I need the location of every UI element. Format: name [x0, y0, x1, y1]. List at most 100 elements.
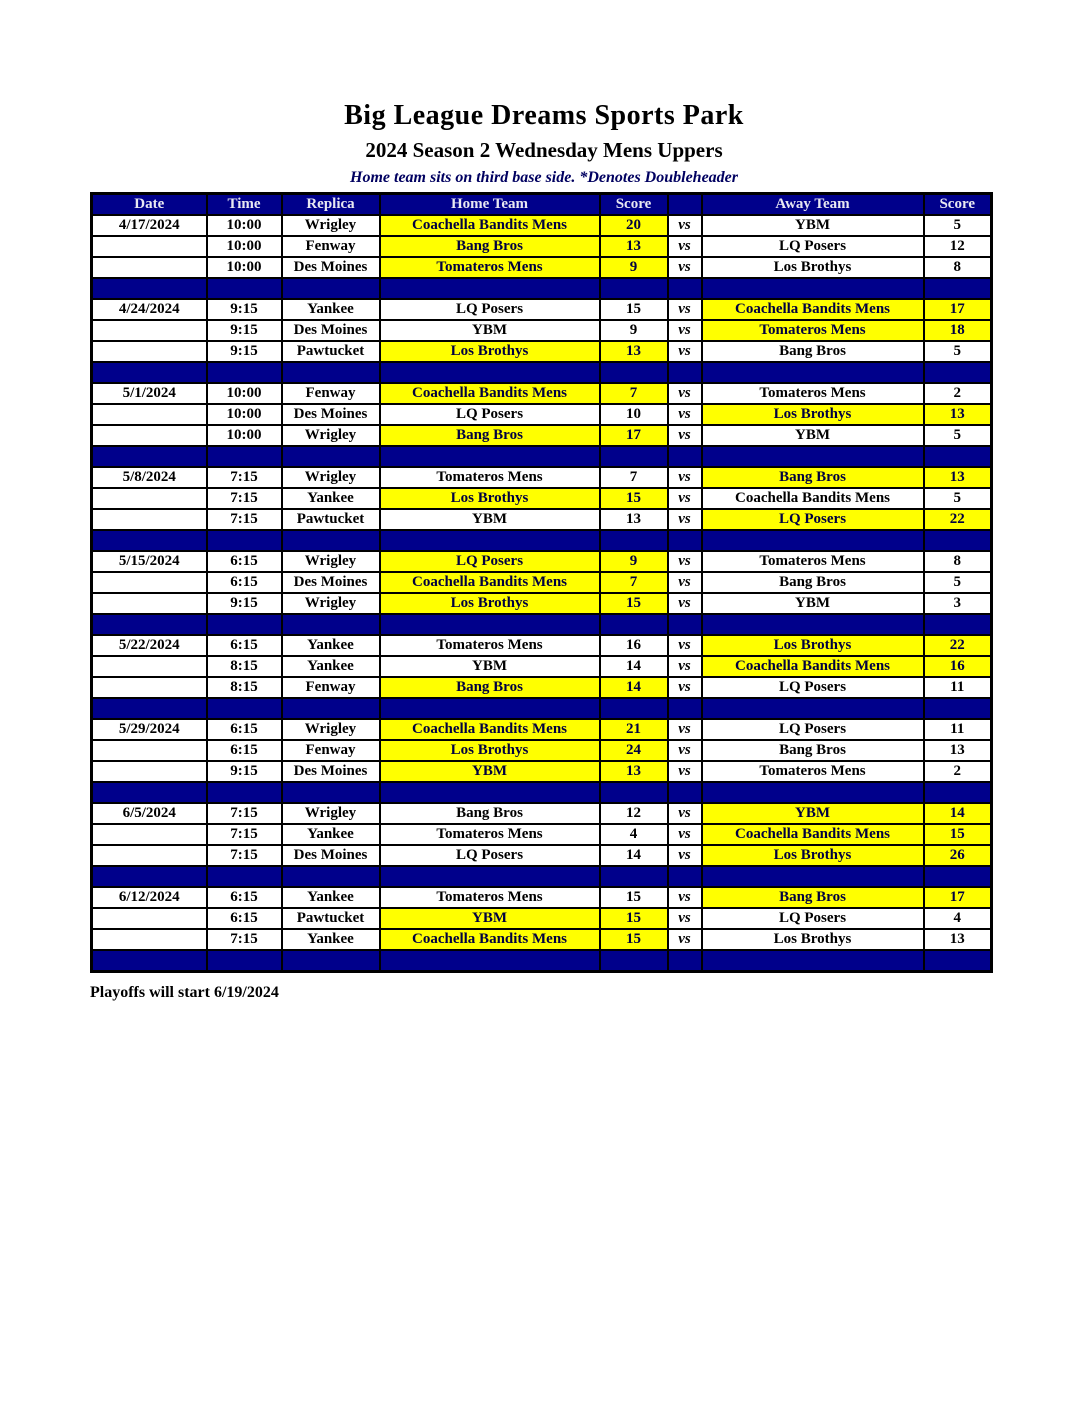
spacer-cell	[666, 361, 703, 384]
time-cell: 6:15	[205, 550, 283, 573]
date-cell	[90, 760, 208, 783]
away-score-cell: 13	[922, 739, 993, 762]
time-cell: 7:15	[205, 487, 283, 510]
date-cell	[90, 403, 208, 426]
spacer-cell	[922, 277, 993, 300]
away-team-cell: LQ Posers	[700, 676, 925, 699]
spacer-cell	[922, 781, 993, 804]
time-cell: 6:15	[205, 739, 283, 762]
spacer-cell	[90, 781, 208, 804]
home-score-cell: 13	[598, 235, 669, 258]
time-cell: 10:00	[205, 235, 283, 258]
home-score-cell: 4	[598, 823, 669, 846]
away-team-cell: YBM	[700, 802, 925, 825]
time-cell: 10:00	[205, 403, 283, 426]
time-cell: 9:15	[205, 592, 283, 615]
away-team-cell: Tomateros Mens	[700, 319, 925, 342]
spacer-cell	[598, 949, 669, 973]
home-team-cell: Coachella Bandits Mens	[378, 571, 601, 594]
replica-cell: Des Moines	[280, 319, 381, 342]
week-spacer-row	[90, 361, 993, 384]
replica-cell: Yankee	[280, 823, 381, 846]
replica-cell: Yankee	[280, 634, 381, 657]
game-row: 10:00 Des Moines LQ Posers 10 vs Los Brothys 1…	[90, 403, 993, 426]
game-row: 7:15 Des Moines LQ Posers 14 vs Los Brothys 26	[90, 844, 993, 867]
spacer-cell	[666, 865, 703, 888]
time-cell: 8:15	[205, 655, 283, 678]
away-score-cell: 15	[922, 823, 993, 846]
col-header-home-team: Home Team	[378, 192, 601, 216]
spacer-cell	[598, 697, 669, 720]
col-header-away-team: Away Team	[700, 192, 925, 216]
date-cell	[90, 235, 208, 258]
spacer-cell	[205, 529, 283, 552]
game-row: 7:15 Yankee Tomateros Mens 4 vs Coachella Ban…	[90, 823, 993, 846]
date-cell: 6/5/2024	[90, 802, 208, 825]
home-team-cell: Bang Bros	[378, 676, 601, 699]
game-row: 4/24/2024 9:15 Yankee LQ Posers 15 vs Coachell…	[90, 298, 993, 321]
time-cell: 6:15	[205, 907, 283, 930]
home-score-cell: 13	[598, 340, 669, 363]
date-cell	[90, 592, 208, 615]
time-cell: 6:15	[205, 886, 283, 909]
home-team-cell: YBM	[378, 655, 601, 678]
away-team-cell: LQ Posers	[700, 508, 925, 531]
week-spacer-row	[90, 949, 993, 973]
away-score-cell: 13	[922, 403, 993, 426]
away-team-cell: LQ Posers	[700, 235, 925, 258]
replica-cell: Fenway	[280, 739, 381, 762]
vs-cell: vs	[666, 403, 703, 426]
spacer-cell	[205, 949, 283, 973]
away-team-cell: Los Brothys	[700, 928, 925, 951]
away-team-cell: Tomateros Mens	[700, 382, 925, 405]
spacer-cell	[280, 865, 381, 888]
date-cell	[90, 319, 208, 342]
time-cell: 7:15	[205, 928, 283, 951]
replica-cell: Fenway	[280, 676, 381, 699]
away-team-cell: Coachella Bandits Mens	[700, 655, 925, 678]
game-row: 4/17/2024 10:00 Wrigley Coachella Bandits M…	[90, 214, 993, 237]
replica-cell: Pawtucket	[280, 508, 381, 531]
home-team-cell: Los Brothys	[378, 487, 601, 510]
spacer-cell	[378, 445, 601, 468]
spacer-cell	[666, 781, 703, 804]
home-team-cell: Los Brothys	[378, 739, 601, 762]
date-cell	[90, 907, 208, 930]
spacer-cell	[280, 613, 381, 636]
spacer-cell	[90, 445, 208, 468]
away-score-cell: 2	[922, 760, 993, 783]
spacer-cell	[666, 949, 703, 973]
home-team-cell: Coachella Bandits Mens	[378, 718, 601, 741]
spacer-cell	[666, 613, 703, 636]
spacer-cell	[280, 361, 381, 384]
away-score-cell: 3	[922, 592, 993, 615]
home-team-cell: LQ Posers	[378, 844, 601, 867]
away-team-cell: Bang Bros	[700, 340, 925, 363]
spacer-cell	[922, 361, 993, 384]
date-cell	[90, 424, 208, 447]
home-score-cell: 10	[598, 403, 669, 426]
spacer-cell	[378, 697, 601, 720]
home-score-cell: 12	[598, 802, 669, 825]
away-team-cell: Coachella Bandits Mens	[700, 487, 925, 510]
date-cell: 5/29/2024	[90, 718, 208, 741]
away-team-cell: Los Brothys	[700, 403, 925, 426]
spacer-cell	[922, 445, 993, 468]
vs-cell: vs	[666, 739, 703, 762]
vs-cell: vs	[666, 802, 703, 825]
replica-cell: Yankee	[280, 487, 381, 510]
replica-cell: Fenway	[280, 235, 381, 258]
replica-cell: Yankee	[280, 886, 381, 909]
replica-cell: Yankee	[280, 655, 381, 678]
home-score-cell: 14	[598, 676, 669, 699]
season-subtitle: 2024 Season 2 Wednesday Mens Uppers	[365, 138, 723, 162]
time-cell: 10:00	[205, 382, 283, 405]
spacer-cell	[922, 865, 993, 888]
home-score-cell: 17	[598, 424, 669, 447]
time-cell: 7:15	[205, 508, 283, 531]
spacer-cell	[378, 865, 601, 888]
vs-cell: vs	[666, 760, 703, 783]
spacer-cell	[598, 781, 669, 804]
spacer-cell	[280, 445, 381, 468]
spacer-cell	[90, 529, 208, 552]
